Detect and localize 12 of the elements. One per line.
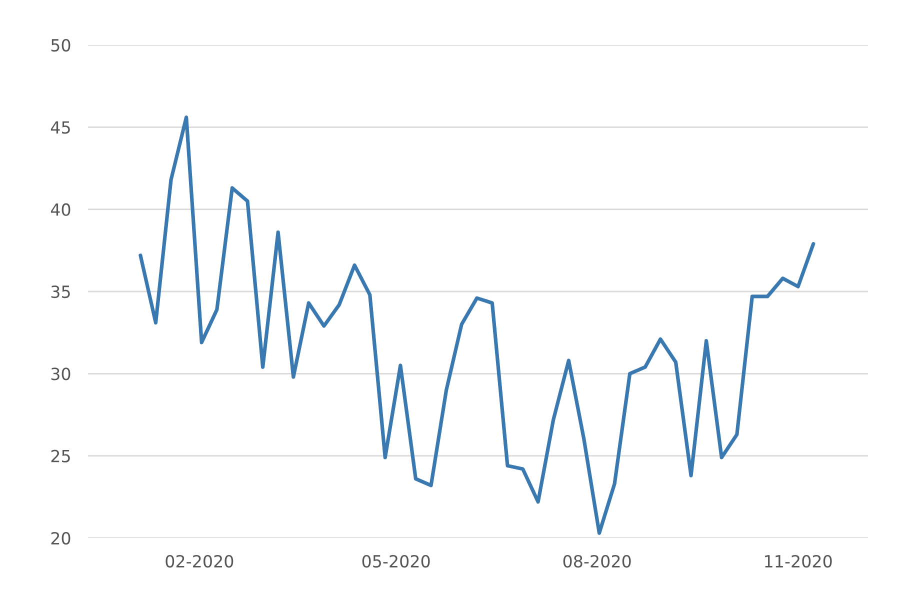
x-tick-label: 02-2020 xyxy=(166,554,234,568)
y-tick-label: 20 xyxy=(51,532,70,545)
y-tick-label: 40 xyxy=(50,203,70,216)
y-tick-label: 25 xyxy=(51,450,70,462)
line-series xyxy=(138,116,816,535)
x-tick-label: 08-2020 xyxy=(563,554,631,568)
y-tick-label: 50 xyxy=(51,38,70,52)
y-tick-label: 30 xyxy=(51,368,70,380)
y-tick-label: 45 xyxy=(50,121,70,134)
x-tick-label: 05-2020 xyxy=(362,554,430,568)
x-tick-label: 11-2020 xyxy=(765,554,832,568)
y-tick-label: 35 xyxy=(51,285,70,298)
